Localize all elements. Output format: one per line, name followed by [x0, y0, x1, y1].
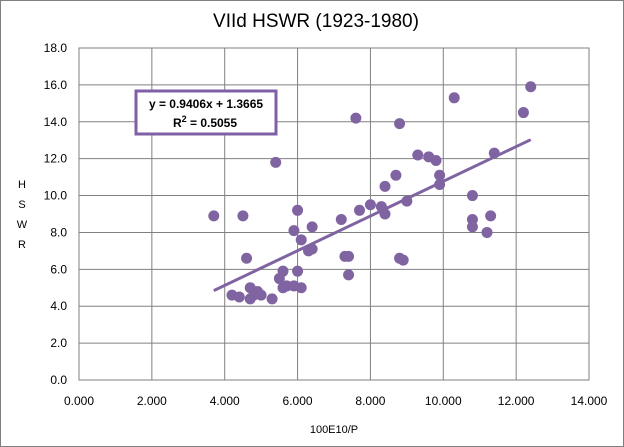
data-point [397, 254, 409, 266]
data-point [485, 210, 497, 222]
data-point [434, 178, 446, 190]
y-axis-label-letter: R [18, 239, 26, 251]
plot-area-border [78, 47, 590, 381]
data-point [517, 107, 529, 119]
data-point [208, 210, 220, 222]
data-point [270, 156, 282, 168]
data-point [292, 265, 304, 277]
data-point [288, 225, 300, 237]
x-tick-label: 14.000 [571, 394, 608, 408]
data-point [306, 243, 318, 255]
chart-title: VIId HSWR (1923-1980) [213, 11, 419, 32]
x-axis-tick-labels: 0.000 2.000 4.000 6.000 8.000 10.000 12.000 14.… [64, 394, 608, 408]
data-point [292, 204, 304, 216]
equation-box: y = 0.9406x + 1.3665 R2 = 0.5055 [134, 89, 278, 136]
data-point [295, 282, 307, 294]
y-tick-label: 14.0 [44, 115, 68, 129]
y-tick-label: 4.0 [50, 299, 67, 313]
data-point [241, 252, 253, 264]
y-axis-label-letter: W [17, 219, 28, 231]
data-point [412, 149, 424, 161]
y-tick-label: 18.0 [44, 41, 68, 55]
data-point [233, 291, 245, 303]
x-tick-label: 10.000 [425, 394, 462, 408]
data-point [295, 234, 307, 246]
x-axis-label: 100E10/P [310, 424, 358, 436]
trendline-equation: y = 0.9406x + 1.3665 [149, 97, 263, 111]
data-point [466, 221, 478, 233]
data-point [525, 81, 537, 93]
data-point [430, 155, 442, 167]
r-squared-superscript: 2 [182, 114, 187, 124]
trendline-group [213, 138, 532, 292]
data-point [390, 169, 402, 181]
data-point [394, 118, 406, 130]
y-axis-label-letter: H [18, 179, 26, 191]
data-point [379, 208, 391, 220]
y-tick-label: 8.0 [50, 225, 67, 239]
data-point [354, 204, 365, 216]
x-tick-label: 8.000 [355, 394, 385, 408]
y-tick-label: 2.0 [50, 336, 67, 350]
r-squared-label: R2 = 0.5055 [173, 114, 237, 130]
y-tick-label: 0.0 [50, 373, 67, 387]
data-point [306, 221, 318, 233]
data-point [364, 199, 376, 211]
trendline [213, 138, 532, 292]
data-point [277, 265, 289, 277]
y-tick-label: 16.0 [44, 78, 68, 92]
data-point [448, 92, 460, 104]
data-point [266, 293, 278, 305]
data-point [335, 214, 347, 226]
data-point [343, 250, 355, 262]
data-point [466, 190, 478, 202]
y-tick-label: 6.0 [50, 262, 67, 276]
y-axis-label-letter: S [18, 199, 25, 211]
data-point [343, 269, 355, 281]
y-tick-label: 10.0 [44, 189, 68, 203]
data-point [350, 112, 362, 124]
data-point [237, 210, 249, 222]
x-tick-label: 0.000 [64, 394, 94, 408]
x-tick-label: 6.000 [283, 394, 313, 408]
y-axis-tick-labels: 0.0 2.0 4.0 6.0 8.0 10.0 12.0 14.0 16.0 18.0 [44, 41, 68, 387]
r-squared-r: R [173, 116, 182, 130]
x-tick-label: 2.000 [137, 394, 167, 408]
data-point [255, 289, 267, 301]
data-point [401, 195, 413, 207]
data-point [379, 180, 391, 192]
data-point [434, 169, 446, 181]
data-point [488, 147, 500, 159]
equation-box-border [134, 89, 278, 136]
data-points [208, 81, 537, 305]
x-tick-label: 4.000 [210, 394, 240, 408]
y-axis-label: HSWR [17, 179, 28, 251]
y-tick-label: 12.0 [44, 152, 68, 166]
data-point [481, 226, 493, 238]
r-squared-value: = 0.5055 [187, 116, 238, 130]
x-tick-label: 12.000 [498, 394, 535, 408]
